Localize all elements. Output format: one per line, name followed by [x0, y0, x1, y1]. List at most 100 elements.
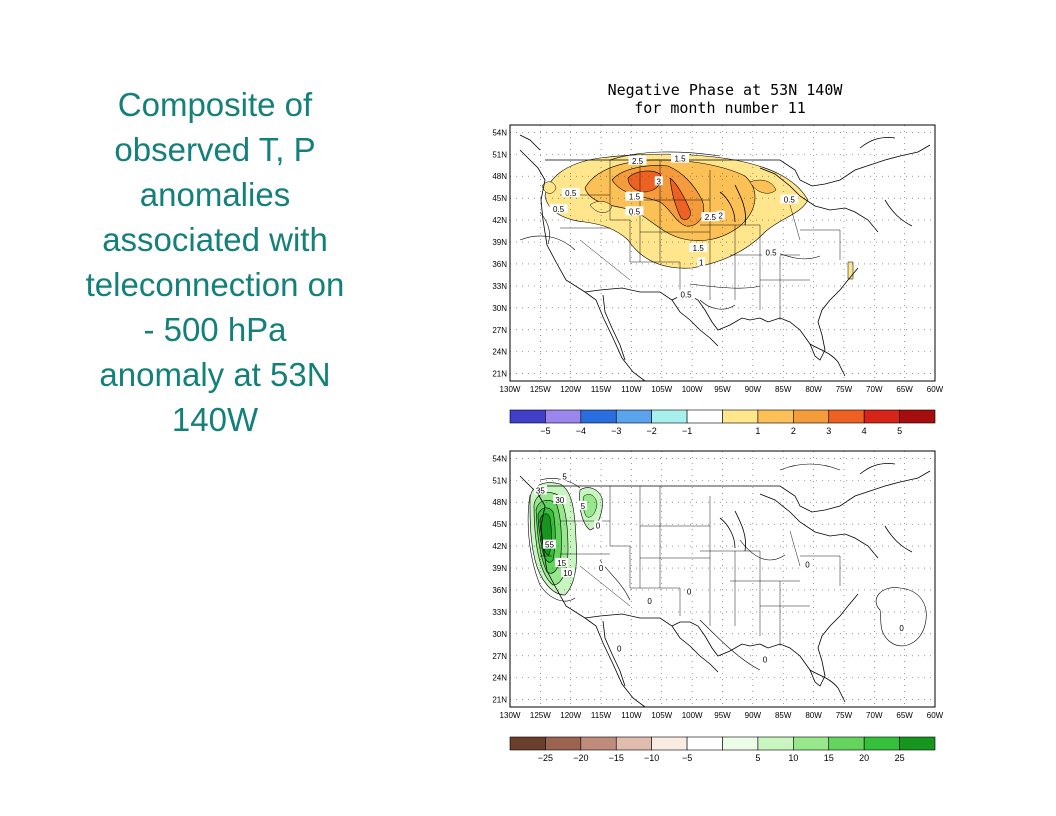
colorbar-label: 4: [862, 426, 867, 436]
contour-label: 1.5: [693, 244, 705, 253]
colorbar-label: 2: [791, 426, 796, 436]
title-line: Composite of: [117, 86, 313, 123]
temperature-map: 130W 125W 120W 115W 110W 105W 100W 95W 90W 85W 80W…: [492, 124, 944, 394]
colorbar-swatch: [615, 409, 652, 424]
contour-label-bg: [597, 563, 606, 573]
lon-tick-label: 130W: [500, 711, 521, 720]
lat-tick-label: 45N: [492, 194, 507, 203]
lon-tick-label: 115W: [591, 385, 612, 394]
contour-label-bg: [628, 155, 647, 165]
colorbar-swatch: [686, 409, 723, 424]
contour-label: 1.5: [674, 155, 686, 164]
contour-label-bg: [689, 242, 708, 252]
lat-tick-label: 27N: [492, 652, 507, 661]
contour-label-bg: [897, 623, 906, 633]
colorbar-label: 3: [826, 426, 831, 436]
colorbar-label: 25: [895, 753, 905, 763]
contour-label: 0: [647, 597, 652, 606]
contour-label-bg: [701, 212, 720, 222]
contour-label-bg: [561, 568, 575, 578]
lon-tick-label: 75W: [836, 711, 853, 720]
lat-tick-label: 21N: [492, 370, 507, 379]
temperature-state-lines: [560, 160, 841, 320]
lon-tick-label: 125W: [530, 385, 551, 394]
contour-label-bg: [803, 559, 812, 569]
lon-tick-label: 90W: [745, 711, 762, 720]
colorbar-swatch: [545, 409, 582, 424]
colorbar-label: −3: [611, 426, 621, 436]
contour-label: 0.5: [629, 207, 641, 216]
precipitation-contours: [527, 463, 927, 671]
title-line: - 500 hPa: [143, 311, 287, 348]
lon-tick-label: 80W: [805, 385, 822, 394]
title-line: anomalies: [139, 176, 291, 213]
contour-label-bg: [625, 191, 644, 201]
contour-label: 2.5: [705, 213, 717, 222]
lon-tick-label: 95W: [714, 711, 731, 720]
colorbar-swatch: [899, 736, 936, 751]
lat-tick-label: 30N: [492, 630, 507, 639]
contour-label: 5: [581, 502, 586, 511]
colorbar-swatch: [509, 409, 546, 424]
contour-label: 0: [617, 644, 622, 653]
colorbar-label: 10: [788, 753, 798, 763]
contour-label: 1: [699, 259, 704, 268]
contour-label: 0: [805, 560, 810, 569]
precipitation-frame: [509, 450, 936, 708]
temperature-coastline: [519, 134, 931, 381]
contour-label-bg: [625, 206, 644, 216]
colorbar-swatch: [899, 409, 936, 424]
temperature-contours: [519, 151, 821, 310]
contour-label: 0.5: [766, 248, 778, 257]
colorbar-swatch: [757, 409, 794, 424]
title-line: teleconnection on: [85, 266, 345, 303]
lon-tick-label: 65W: [896, 711, 913, 720]
contour-label-bg: [645, 595, 654, 605]
lat-tick-label: 51N: [492, 476, 507, 485]
temperature-frame: [509, 124, 936, 382]
precipitation-coastline: [519, 463, 931, 707]
contour-label: 10: [563, 569, 572, 578]
contour-label-bg: [533, 485, 547, 495]
lon-tick-label: 95W: [714, 385, 731, 394]
colorbar-label: 5: [755, 753, 760, 763]
contour-label: 0: [763, 655, 768, 664]
contour-label-bg: [578, 500, 587, 510]
contour-label-bg: [654, 176, 663, 186]
lat-tick-label: 51N: [492, 150, 507, 159]
lat-tick-label: 33N: [492, 608, 507, 617]
figure-title-line2: for month number 11: [634, 99, 806, 117]
colorbar-swatch: [651, 409, 688, 424]
lat-tick-label: 27N: [492, 326, 507, 335]
figure-title-line1: Negative Phase at 53N 140W: [608, 81, 844, 99]
temperature-ticks: 130W 125W 120W 115W 110W 105W 100W 95W 90W 85W 80W…: [492, 128, 943, 394]
lon-tick-label: 75W: [836, 385, 853, 394]
lat-tick-label: 24N: [492, 674, 507, 683]
contour-label-bg: [560, 471, 569, 481]
contour-label: 0.5: [565, 189, 577, 198]
contour-label: 0: [899, 624, 904, 633]
colorbar-swatch: [580, 736, 617, 751]
contour-label-bg: [762, 247, 781, 257]
lon-tick-label: 120W: [560, 711, 581, 720]
lon-tick-label: 70W: [866, 711, 883, 720]
lat-tick-label: 21N: [492, 696, 507, 705]
temperature-colorbar: −5 −4 −3 −2 −1 1 2 3 4 5: [509, 409, 936, 436]
lat-tick-label: 36N: [492, 586, 507, 595]
lon-tick-label: 105W: [651, 385, 672, 394]
contour-label-bg: [553, 495, 567, 505]
contour-label-bg: [716, 210, 725, 220]
colorbar-swatch: [828, 736, 865, 751]
lon-tick-label: 115W: [591, 711, 612, 720]
temperature-grid: [510, 125, 935, 381]
lon-tick-label: 90W: [745, 385, 762, 394]
colorbar-swatch: [757, 736, 794, 751]
colorbar-label: −5: [540, 426, 550, 436]
colorbar-label: 5: [897, 426, 902, 436]
contour-label: 15: [557, 559, 566, 568]
colorbar-swatch: [509, 736, 546, 751]
contour-label: 5: [562, 473, 567, 482]
contour-label: 0.5: [553, 205, 565, 214]
contour-label: 1.5: [629, 193, 641, 202]
